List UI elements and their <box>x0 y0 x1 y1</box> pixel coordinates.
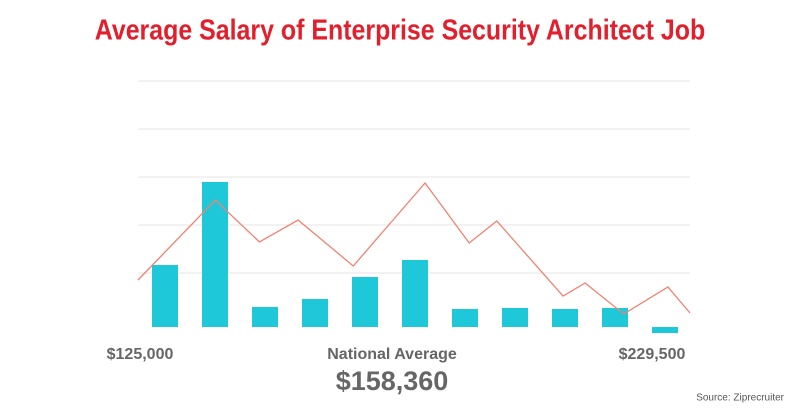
bar <box>652 327 678 333</box>
bar <box>502 308 528 327</box>
bar <box>552 309 578 327</box>
bar <box>202 182 228 327</box>
source: Source: Ziprecruiter <box>696 393 784 404</box>
chart-title: Average Salary of Enterprise Security Ar… <box>95 14 705 46</box>
max-label: $229,500 <box>619 346 686 363</box>
bar <box>302 299 328 327</box>
min-label: $125,000 <box>107 346 174 363</box>
average-value: $158,360 <box>336 366 449 396</box>
trend-line <box>137 181 691 315</box>
bar <box>352 277 378 327</box>
bar <box>402 260 428 327</box>
bar <box>452 309 478 327</box>
bar <box>152 265 178 327</box>
bar <box>252 307 278 327</box>
bar <box>602 308 628 327</box>
average-caption: National Average <box>327 346 457 363</box>
